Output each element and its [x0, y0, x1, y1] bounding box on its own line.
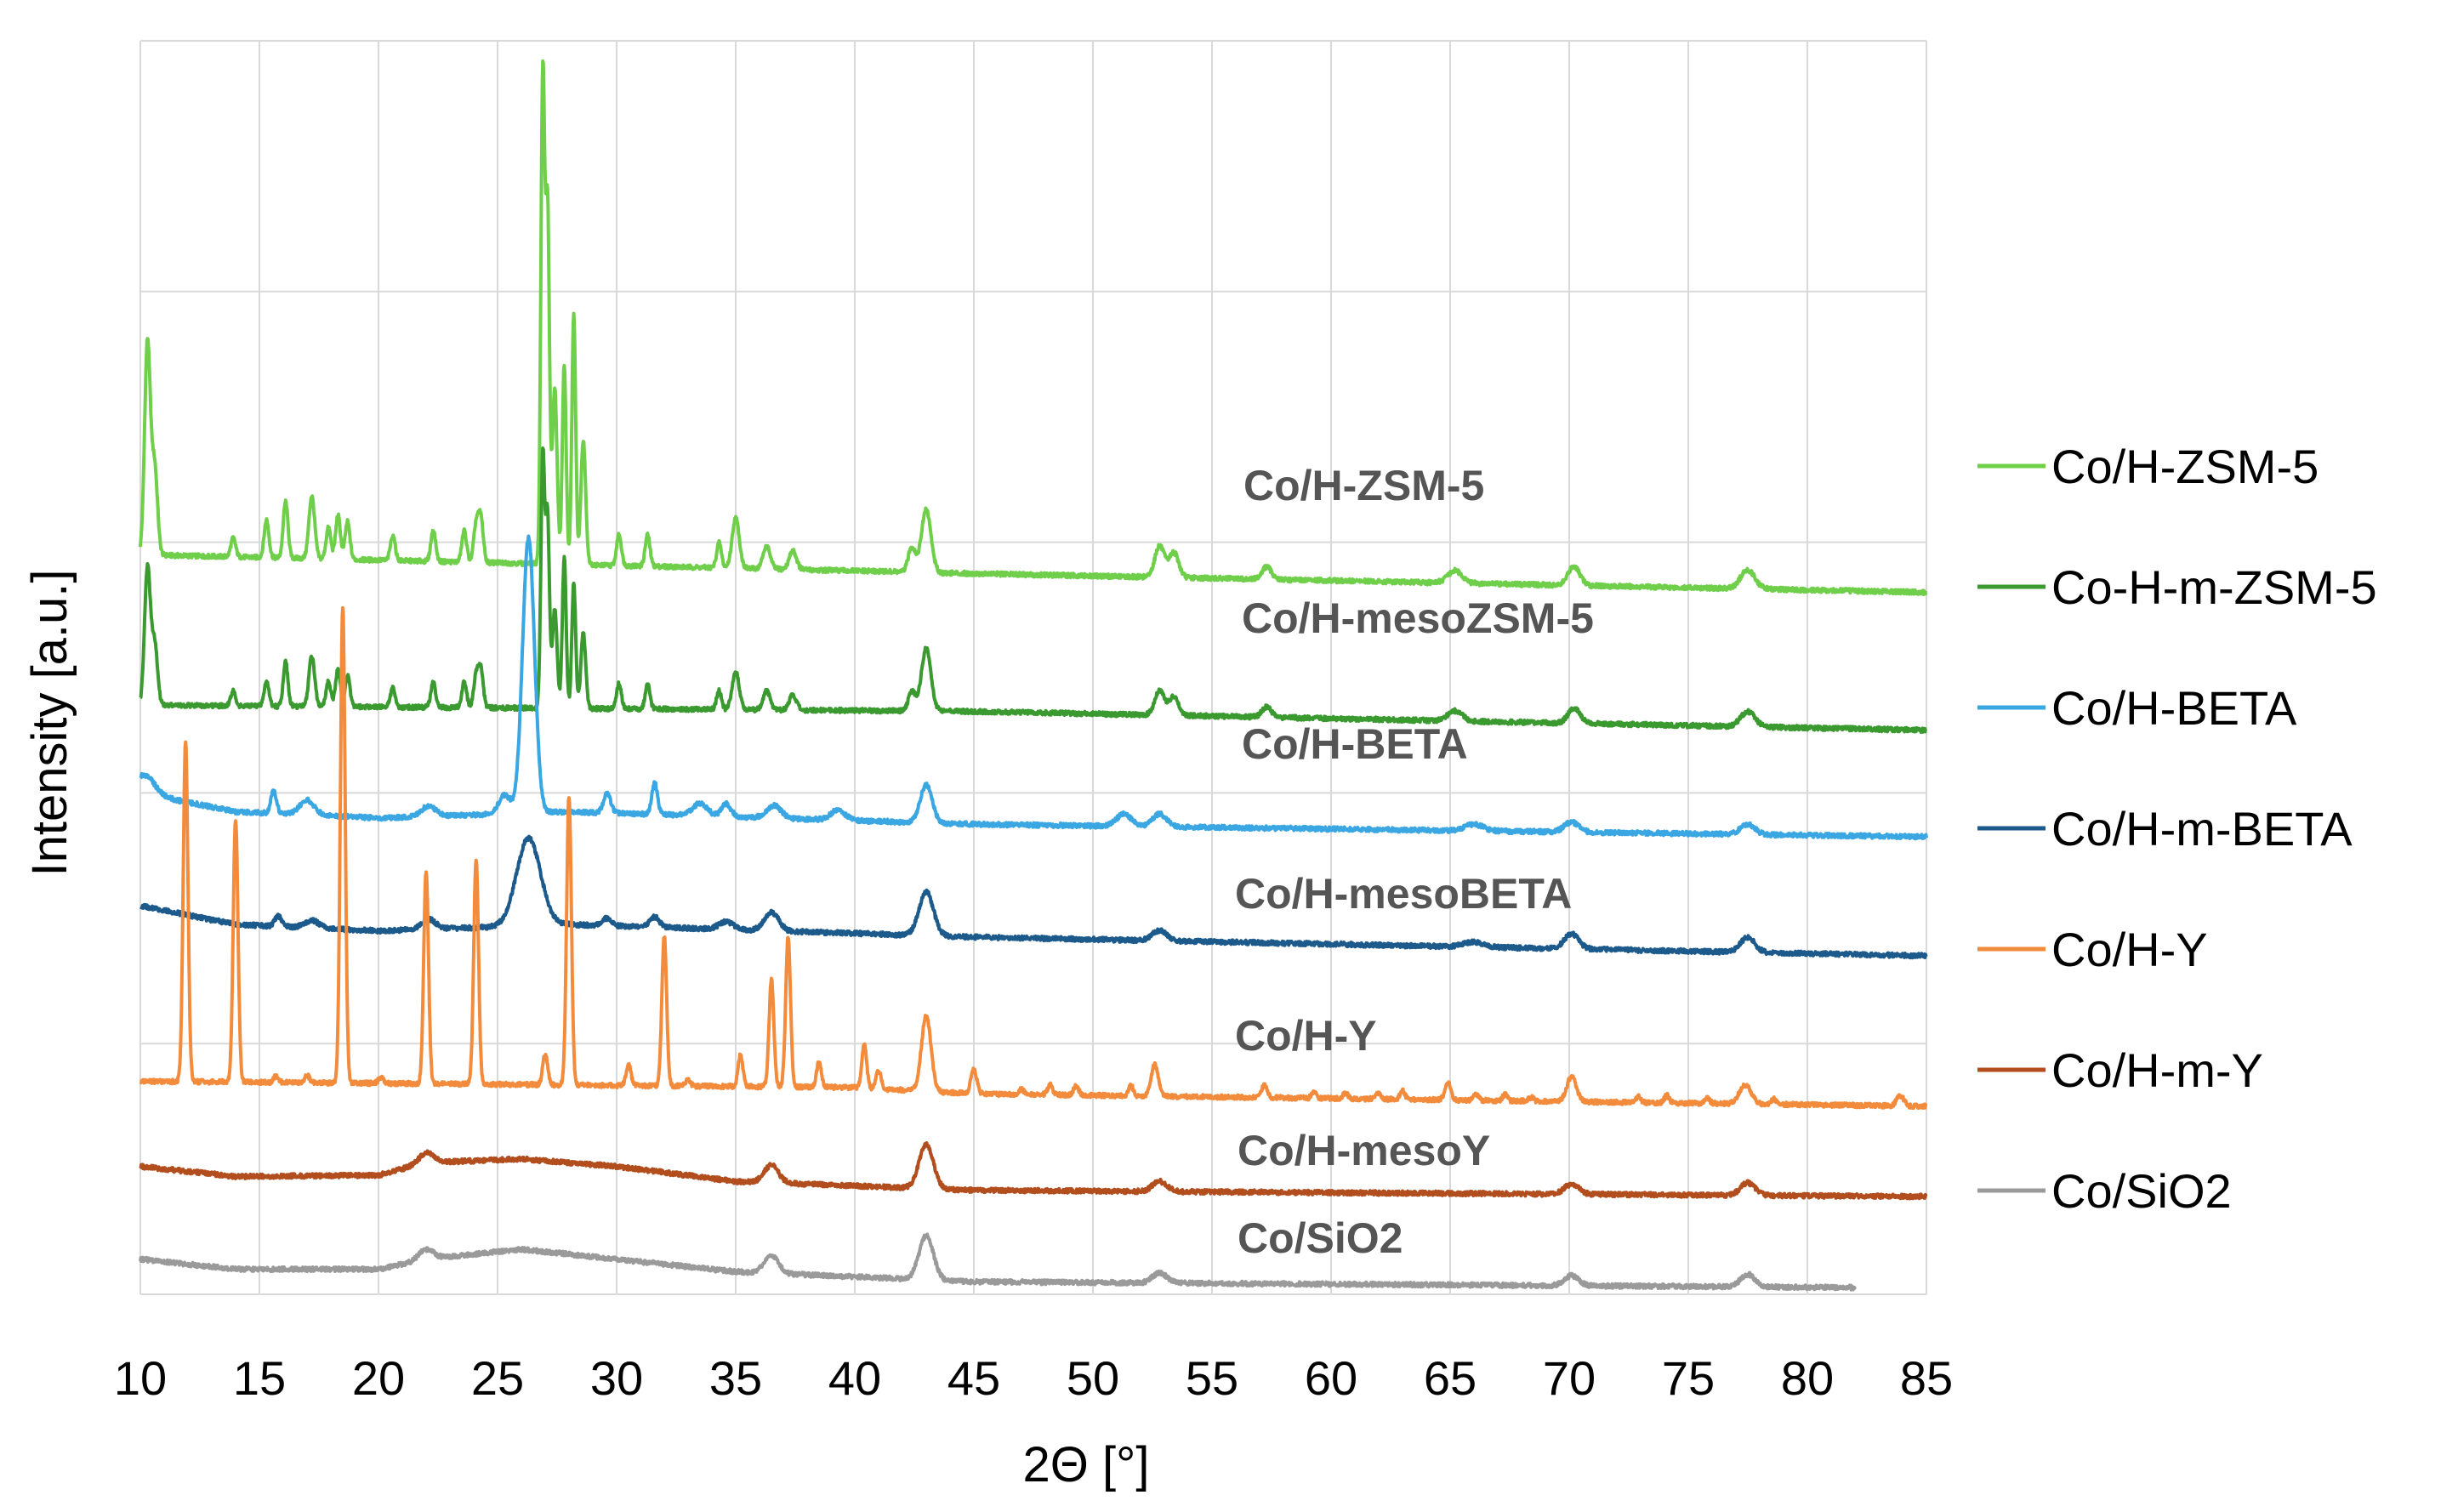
legend-entry: Co/SiO2 [2051, 1164, 2232, 1218]
x-tick-label: 40 [828, 1351, 881, 1405]
x-tick-label: 45 [947, 1351, 1000, 1405]
inline-label: Co/H-BETA [1242, 720, 1468, 768]
x-tick-label: 15 [233, 1351, 286, 1405]
legend-entry: Co/H-ZSM-5 [2051, 440, 2319, 493]
series-line-3 [139, 834, 1928, 960]
x-tick-label: 30 [590, 1351, 643, 1405]
inline-label: Co/H-mesoZSM-5 [1242, 594, 1594, 642]
x-tick-label: 75 [1662, 1351, 1715, 1405]
legend-entry: Co/H-Y [2051, 923, 2208, 976]
x-tick-label: 65 [1424, 1351, 1477, 1405]
gridlines [139, 40, 1927, 1295]
inline-label: Co/SiO2 [1238, 1214, 1403, 1262]
x-tick-label: 60 [1305, 1351, 1357, 1405]
inline-label: Co/H-Y [1235, 1012, 1377, 1060]
series-line-2 [139, 534, 1928, 841]
series-line-4 [139, 605, 1928, 1111]
x-tick-label: 25 [471, 1351, 524, 1405]
inline-labels: Co/H-ZSM-5 Co/H-mesoZSM-5 Co/H-BETA Co/H-me… [1235, 462, 1594, 1262]
x-tick-labels: 10 15 20 25 30 35 40 45 50 55 60 65 70 75 80 85 [114, 1351, 1953, 1405]
legend-entry: Co/H-m-Y [2051, 1043, 2263, 1097]
x-tick-label: 10 [114, 1351, 167, 1405]
x-tick-label: 20 [352, 1351, 405, 1405]
series-line-6 [139, 1232, 1857, 1292]
x-tick-label: 80 [1781, 1351, 1834, 1405]
x-tick-label: 85 [1900, 1351, 1953, 1405]
inline-label: Co/H-mesoY [1238, 1127, 1490, 1174]
series-line-1 [139, 446, 1928, 735]
x-tick-label: 55 [1186, 1351, 1238, 1405]
x-tick-label: 35 [709, 1351, 762, 1405]
y-axis-title: Intensity [a.u.] [22, 569, 77, 876]
x-axis-title: 2Θ [°] [1023, 1437, 1150, 1492]
inline-label: Co/H-mesoBETA [1235, 870, 1572, 918]
series-layer [139, 59, 1928, 1292]
series-line-0 [139, 59, 1928, 597]
legend-entry: Co/H-BETA [2051, 681, 2297, 735]
inline-label: Co/H-ZSM-5 [1243, 462, 1484, 509]
legend: Co/H-ZSM-5 Co-H-m-ZSM-5 Co/H-BETA Co/H-m-BE… [1977, 440, 2377, 1218]
x-tick-label: 50 [1067, 1351, 1119, 1405]
legend-entry: Co-H-m-ZSM-5 [2051, 560, 2377, 614]
x-tick-label: 70 [1543, 1351, 1596, 1405]
legend-entry: Co/H-m-BETA [2051, 802, 2353, 855]
series-line-5 [139, 1141, 1928, 1201]
